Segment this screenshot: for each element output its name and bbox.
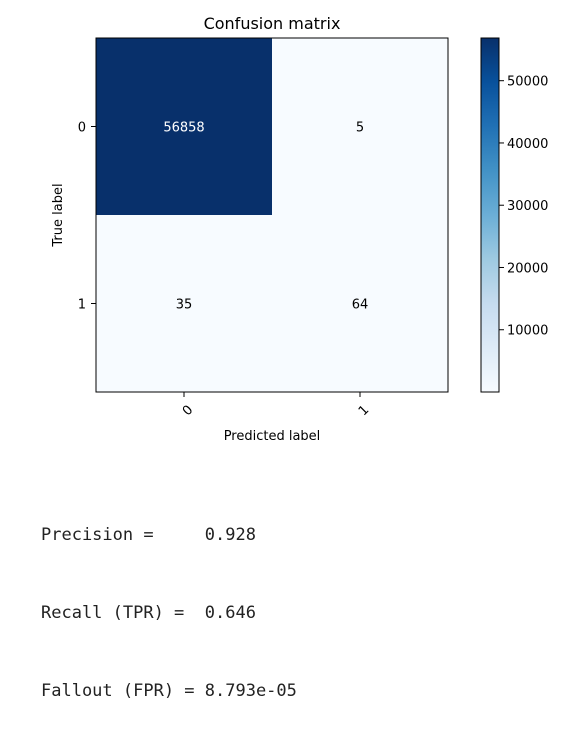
metric-fallout-value: 8.793e-05 — [204, 681, 297, 701]
metric-precision-label: Precision = — [41, 525, 205, 545]
metric-fallout: Fallout (FPR) = 8.793e-05 — [41, 678, 297, 704]
plot-frame — [95, 37, 449, 393]
metric-recall: Recall (TPR) = 0.646 — [41, 600, 297, 626]
cell-label-1-1: 64 — [352, 298, 369, 313]
colorbar-tick-label-3: 40000 — [507, 137, 548, 152]
colorbar-tick-label-4: 50000 — [507, 75, 548, 90]
y-axis-ticks: 01 — [78, 121, 96, 313]
cell-label-0-1: 5 — [356, 121, 364, 136]
x-axis-label: Predicted label — [224, 429, 321, 444]
heatmap-cell-1-0 — [96, 215, 272, 392]
x-tick-label-1: 1 — [356, 403, 372, 419]
metrics-output: Precision = 0.928 Recall (TPR) = 0.646 F… — [41, 470, 297, 730]
cell-value-labels: 56858 5 35 64 — [163, 121, 368, 313]
heatmap-cells — [96, 38, 448, 392]
chart-title: Confusion matrix — [204, 14, 341, 33]
y-tick-label-1: 1 — [78, 298, 86, 313]
colorbar — [480, 37, 500, 393]
colorbar-tick-label-0: 10000 — [507, 324, 548, 339]
metric-precision: Precision = 0.928 — [41, 522, 297, 548]
y-tick-label-0: 0 — [78, 121, 86, 136]
cell-label-0-0: 56858 — [163, 121, 204, 136]
colorbar-tick-label-2: 30000 — [507, 199, 548, 214]
heatmap-cell-1-1 — [272, 215, 448, 392]
x-tick-label-0: 0 — [180, 403, 196, 419]
colorbar-ticks: 10000 20000 30000 40000 50000 — [499, 75, 548, 339]
colorbar-tick-label-1: 20000 — [507, 261, 548, 276]
metric-recall-label: Recall (TPR) = — [41, 603, 205, 623]
cell-label-1-0: 35 — [176, 298, 193, 313]
metric-fallout-label: Fallout (FPR) = — [41, 681, 205, 701]
metric-precision-value: 0.928 — [204, 525, 256, 545]
metric-recall-value: 0.646 — [204, 603, 256, 623]
y-axis-label: True label — [51, 183, 66, 247]
heatmap-cell-0-1 — [272, 38, 448, 215]
heatmap-cell-0-0 — [96, 38, 272, 215]
